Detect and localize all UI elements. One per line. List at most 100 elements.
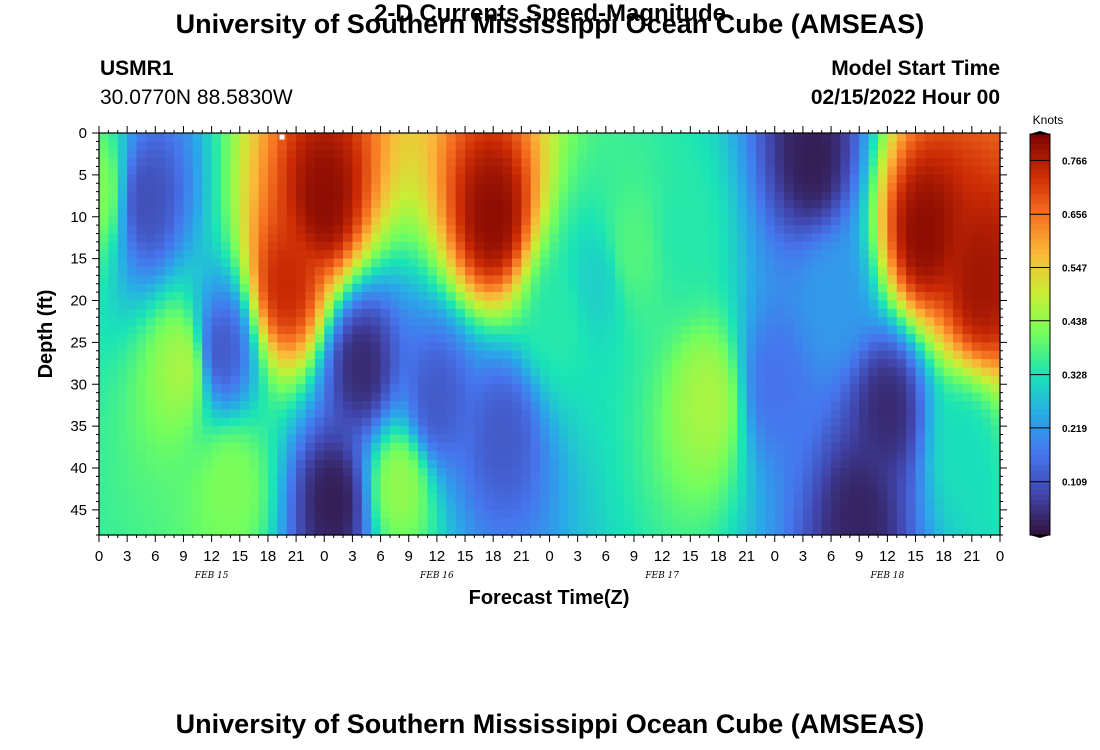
heatmap-cell [971,342,982,352]
heatmap-cell [737,401,748,410]
heatmap-cell [671,526,682,536]
heatmap-cell [746,317,757,327]
heatmap-cell [99,426,109,436]
heatmap-cell [418,501,429,511]
heatmap-cell [887,275,898,285]
heatmap-cells [99,133,1001,536]
heatmap-cell [221,501,231,511]
heatmap-cell [202,149,213,159]
heatmap-cell [530,367,541,377]
heatmap-cell [408,367,419,377]
heatmap-cell [183,501,194,511]
heatmap-cell [831,267,842,276]
heatmap-cell [690,409,701,419]
heatmap-cell [361,208,372,218]
heatmap-cell [690,141,701,151]
heatmap-cell [643,200,654,209]
heatmap-cell [258,359,269,369]
heatmap-cell [202,518,213,528]
colorbar-segment [1030,159,1050,165]
heatmap-cell [990,292,1001,302]
heatmap-cell [831,493,842,503]
heatmap-cell [343,334,354,343]
heatmap-cell [774,308,785,318]
heatmap-cell [558,459,569,469]
heatmap-cell [943,426,954,436]
heatmap-cell [333,342,344,352]
heatmap-cell [605,518,616,528]
heatmap-cell [343,350,354,360]
heatmap-cell [605,442,616,452]
heatmap-cell [868,426,879,436]
heatmap-cell [671,141,682,151]
heatmap-cell [155,258,166,268]
heatmap-cell [521,426,532,436]
heatmap-cell [680,208,691,218]
heatmap-cell [624,133,635,142]
heatmap-cell [558,233,569,243]
heatmap-cell [577,267,588,276]
heatmap-cell [155,283,166,293]
heatmap-cell [953,200,964,209]
x-tick-label: 0 [545,548,553,565]
heatmap-cell [774,509,785,519]
day-label: FEB 17 [644,571,679,581]
heatmap-cell [267,359,278,369]
heatmap-cell [389,484,400,494]
heatmap-cell [361,250,372,260]
heatmap-cell [840,401,851,410]
heatmap-cell [427,216,438,226]
heatmap-cell [896,141,907,151]
heatmap-cell [934,367,945,377]
heatmap-cell [680,133,691,142]
heatmap-cell [924,174,935,184]
heatmap-cell [530,250,541,260]
heatmap-cell [446,158,457,168]
heatmap-cell [549,200,560,209]
heatmap-cell [530,233,541,243]
heatmap-cell [99,442,109,452]
heatmap-cell [465,133,476,142]
heatmap-cell [840,191,851,201]
heatmap-cell [540,141,551,151]
heatmap-cell [877,384,888,394]
heatmap-cell [249,501,260,511]
heatmap-cell [408,501,419,511]
heatmap-cell [502,241,513,251]
heatmap-cell [455,409,466,419]
heatmap-cell [774,518,785,528]
heatmap-cell [765,141,776,151]
heatmap-cell [155,501,166,511]
heatmap-cell [221,401,231,410]
heatmap-cell [211,283,222,293]
heatmap-cell [709,292,720,302]
heatmap-cell [436,459,447,469]
heatmap-cell [727,283,738,293]
heatmap-cell [155,133,166,142]
heatmap-cell [399,476,410,486]
heatmap-cell [511,158,522,168]
heatmap-cell [868,442,879,452]
heatmap-cell [849,250,860,260]
heatmap-cell [577,292,588,302]
heatmap-cell [117,149,128,159]
heatmap-cell [680,141,691,151]
heatmap-cell [399,434,410,444]
heatmap-cell [859,283,870,293]
heatmap-cell [971,216,982,226]
heatmap-cell [267,325,278,335]
heatmap-cell [333,300,344,310]
heatmap-cell [831,258,842,268]
heatmap-cell [155,250,166,260]
heatmap-cell [896,426,907,436]
heatmap-cell [671,183,682,193]
heatmap-cell [615,509,626,519]
heatmap-cell [718,342,729,352]
heatmap-cell [296,258,307,268]
heatmap-cell [699,183,710,193]
heatmap-cell [699,191,710,201]
heatmap-cell [577,375,588,385]
heatmap-cell [662,308,673,318]
heatmap-cell [436,317,447,327]
heatmap-cell [521,526,532,536]
